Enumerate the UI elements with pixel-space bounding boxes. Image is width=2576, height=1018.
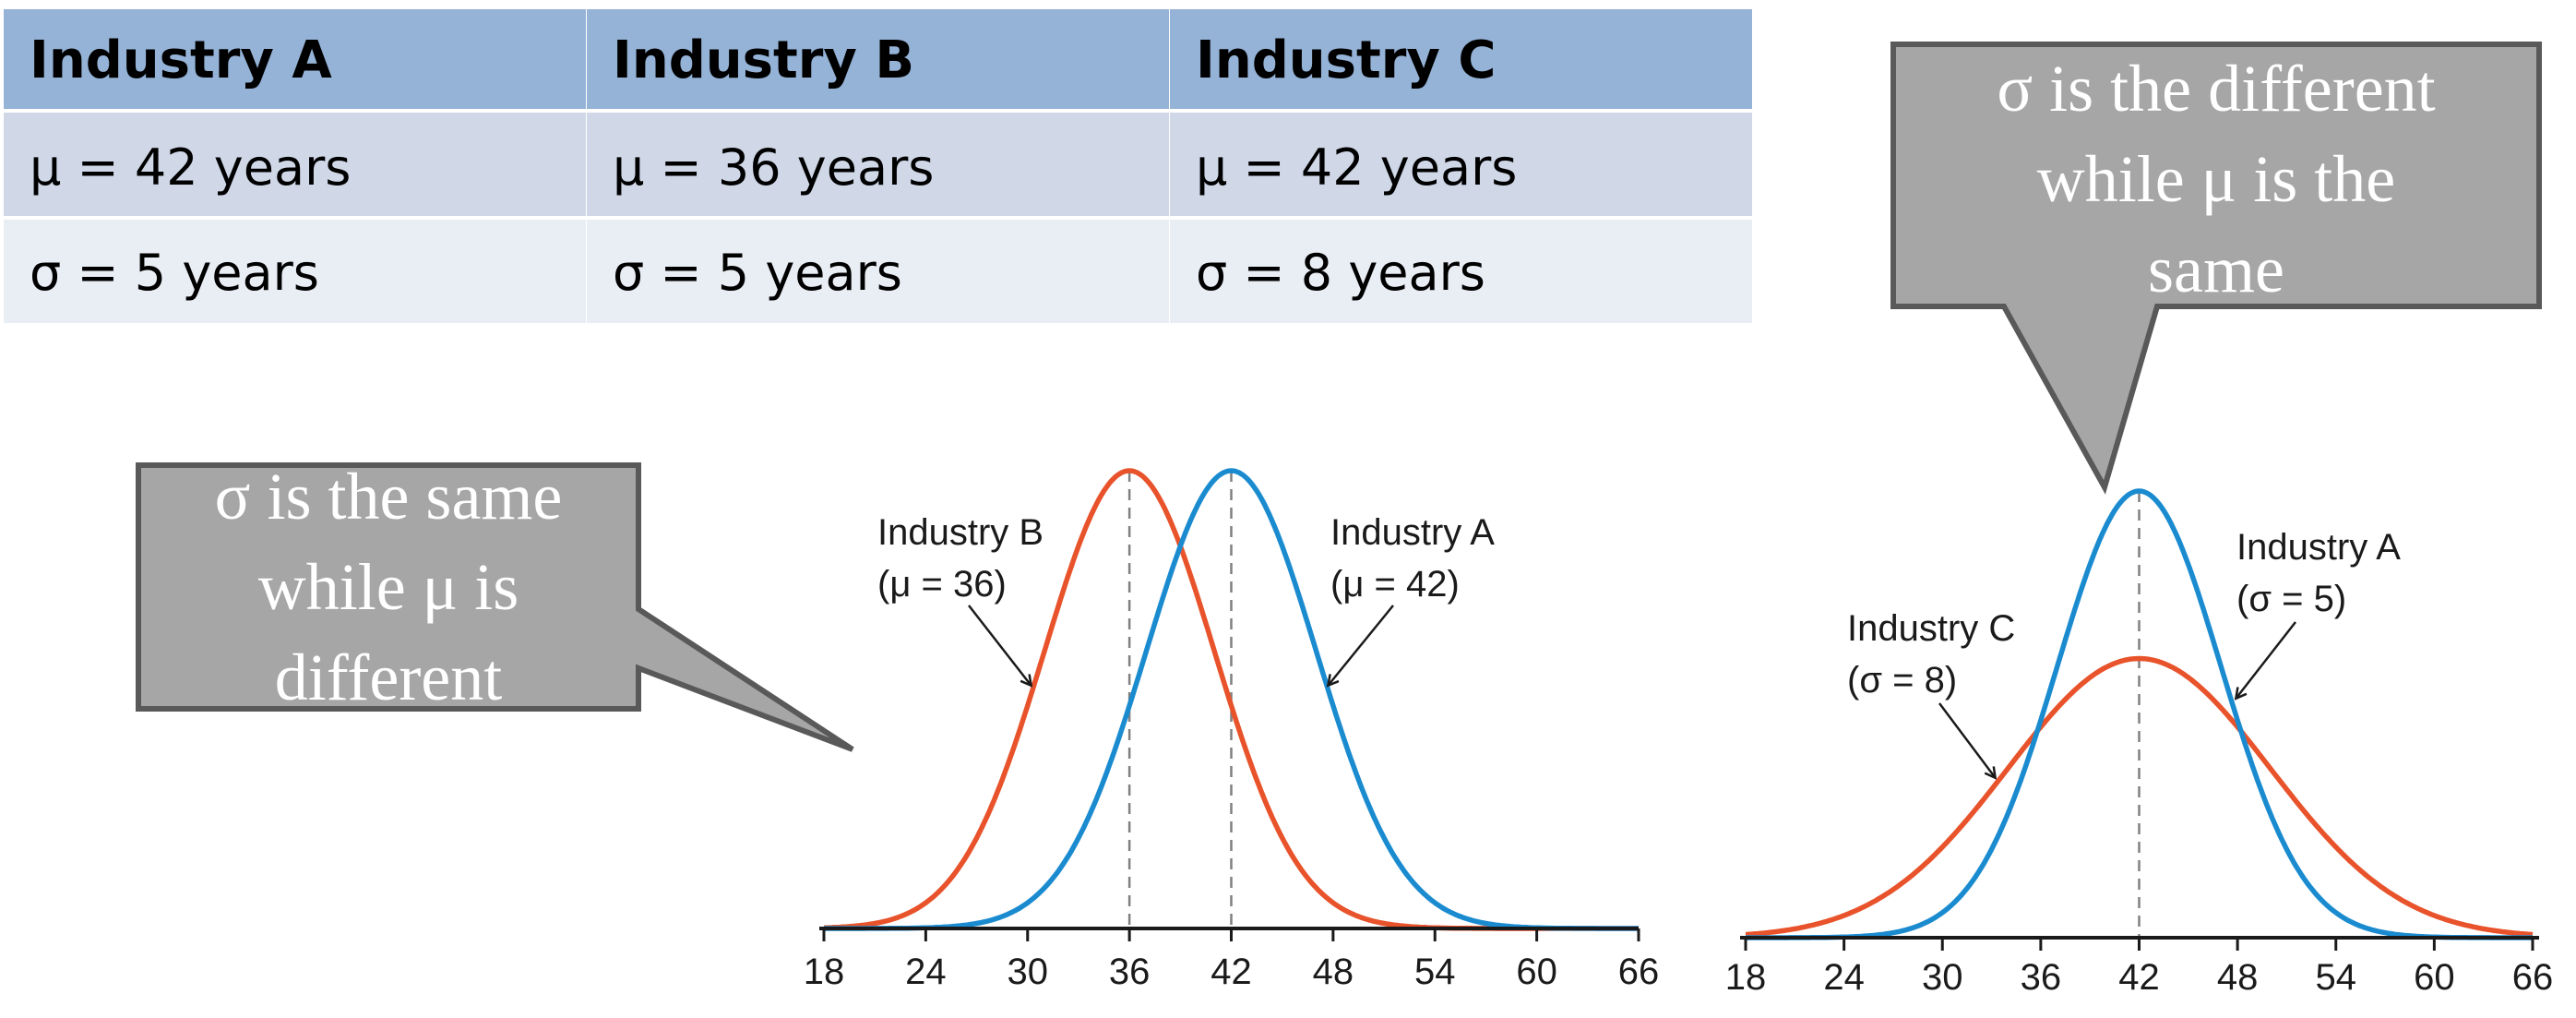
x-tick-label: 18	[804, 952, 845, 992]
annotation-industry-a-name: Industry A	[2236, 527, 2401, 568]
table-cell-sigma-b: σ = 5 years	[613, 244, 902, 302]
annotation-industry-a-mu: (μ = 42)	[1330, 564, 1460, 605]
table-cell	[1170, 113, 1752, 216]
table-header-industry-b: Industry B	[613, 30, 914, 90]
table-cell	[1170, 220, 1752, 323]
x-tick-label: 66	[2512, 957, 2554, 998]
table-cell-mu-c: μ = 42 years	[1196, 138, 1517, 197]
chart2-annotations: Industry C (σ = 8) Industry A (σ = 5)	[1847, 527, 2401, 777]
callout-right-line-2: while μ is the	[2037, 142, 2396, 216]
table-cell	[4, 113, 586, 216]
chart-sd-comparison: 18 24 30 36 42 48 54 60 66 Industry C (σ = 8) In…	[1725, 488, 2554, 998]
x-tick-label: 30	[1922, 957, 1963, 998]
annotation-industry-c-sigma: (σ = 8)	[1847, 660, 1957, 701]
x-tick-label: 48	[2217, 957, 2259, 998]
chart1-annotations: Industry B (μ = 36) Industry A (μ = 42)	[877, 512, 1495, 685]
curve-industry-c	[1745, 655, 2534, 938]
x-tick-label: 54	[2316, 957, 2357, 998]
annotation-industry-a-sigma: (σ = 5)	[2236, 579, 2346, 619]
curve-industry-a	[824, 468, 1639, 931]
x-tick-label: 24	[1823, 957, 1865, 998]
callout-right: σ is the different while μ is the same	[1890, 42, 2542, 495]
callout-left-line-3: different	[275, 641, 503, 714]
table-header-cell	[587, 9, 1169, 109]
x-tick-label: 54	[1414, 952, 1456, 992]
curve-industry-a	[1745, 488, 2534, 940]
x-tick-label: 60	[2414, 957, 2455, 998]
industry-table: Industry A Industry B Industry C μ = 42 …	[4, 9, 1752, 323]
table-cell-sigma-a: σ = 5 years	[30, 244, 319, 302]
callout-left-line-2: while μ is	[258, 550, 519, 624]
table-cell	[4, 220, 586, 323]
callout-right-shape	[1890, 42, 2542, 495]
table-header-industry-a: Industry A	[30, 30, 332, 90]
x-tick-label: 42	[1210, 952, 1252, 992]
annotation-industry-b-arrow	[968, 605, 1031, 685]
x-tick-label: 24	[905, 952, 947, 992]
x-tick-label: 42	[2118, 957, 2160, 998]
table-header-cell	[1170, 9, 1752, 109]
x-tick-label: 30	[1008, 952, 1049, 992]
annotation-industry-a-arrow	[2236, 621, 2296, 698]
annotation-industry-b-name: Industry B	[877, 512, 1044, 553]
x-tick-label: 60	[1516, 952, 1557, 992]
annotation-industry-c-arrow	[1938, 702, 1995, 777]
x-tick-label: 66	[1618, 952, 1660, 992]
annotation-industry-a-name: Industry A	[1330, 512, 1495, 553]
table-cell-mu-a: μ = 42 years	[30, 138, 351, 197]
annotation-industry-a-arrow	[1329, 605, 1394, 685]
callout-left: σ is the same while μ is different	[136, 460, 854, 752]
annotation-industry-b-mu: (μ = 36)	[877, 564, 1007, 605]
table-header-industry-c: Industry C	[1196, 30, 1496, 90]
table-cell-mu-b: μ = 36 years	[613, 138, 934, 197]
table-header-cell	[4, 9, 586, 109]
callout-left-shape	[136, 462, 854, 752]
annotation-industry-c-name: Industry C	[1847, 608, 2015, 649]
table-cell-sigma-c: σ = 8 years	[1196, 244, 1485, 302]
callout-left-line-1: σ is the same	[215, 460, 563, 533]
x-tick-label: 18	[1725, 957, 1767, 998]
callout-right-line-1: σ is the different	[1997, 52, 2435, 126]
table-cell	[587, 220, 1169, 323]
callout-right-line-3: same	[2148, 233, 2284, 306]
x-tick-label: 36	[1109, 952, 1151, 992]
x-tick-label: 48	[1313, 952, 1354, 992]
chart-mean-comparison: 18 24 30 36 42 48 54 60 66 Industry B (μ = 36) I…	[804, 468, 1660, 992]
x-tick-label: 36	[2021, 957, 2062, 998]
table-cell	[587, 113, 1169, 216]
